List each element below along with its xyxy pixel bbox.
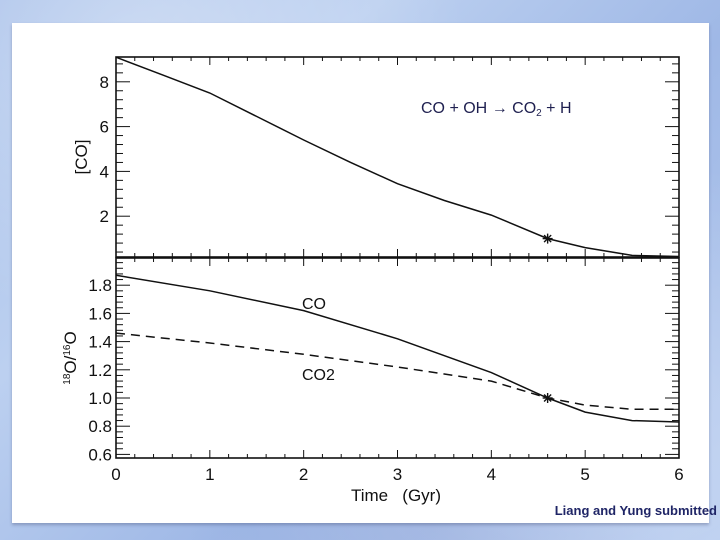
x-tick-label: 2 [299,465,308,484]
y-tick-label: 6 [100,118,109,137]
x-tick-label: 3 [393,465,402,484]
bottom-plot: 1.8 1.6 1.4 1.2 1.0 0.8 0.6 CO CO2 18O/16O [61,257,680,464]
reaction-subscript: 2 [536,108,542,119]
x-axis-label: Time (Gyr) [351,486,441,505]
y-tick-label: 1.4 [88,333,112,352]
x-tick-label: 5 [580,465,589,484]
reaction-reactants: CO + OH [421,100,488,117]
co-ratio-line [115,274,680,423]
y-tick-label: 1.6 [88,304,112,323]
x-tick-label: 0 [111,465,120,484]
reaction-equation: CO + OH → CO2 + H [421,100,572,119]
figure-panel [12,23,709,523]
y-tick-label: 1.8 [88,276,112,295]
y-tick-label: 0.6 [88,445,112,464]
top-plot: 8 6 4 2 [CO] [72,56,680,258]
reaction-product: CO [512,100,537,117]
co-concentration-line [115,56,680,258]
co-curve-label: CO [302,296,326,313]
reaction-rhs: + H [541,100,572,117]
x-tick-label: 1 [205,465,214,484]
y-tick-label: 1.0 [88,389,112,408]
co2-curve-label: CO2 [302,367,335,384]
y-tick-label: 8 [100,73,109,92]
x-tick-label: 6 [674,465,683,484]
y-tick-label: 4 [100,162,109,181]
top-y-axis-label: [CO] [72,140,91,175]
bottom-y-axis-label: 18O/16O [61,331,80,384]
asterisk-marker [542,233,553,244]
x-tick-label: 4 [487,465,496,484]
co2-ratio-line [115,332,679,411]
y-tick-label: 2 [100,207,109,226]
reaction-arrow: → [491,100,508,117]
y-tick-label: 1.2 [88,361,112,380]
asterisk-marker [542,393,553,403]
x-axis-tick-labels: 0 1 2 3 4 5 6 [111,465,683,484]
citation-credit: Liang and Yung submitted [554,503,717,518]
y-tick-label: 0.8 [88,417,112,436]
